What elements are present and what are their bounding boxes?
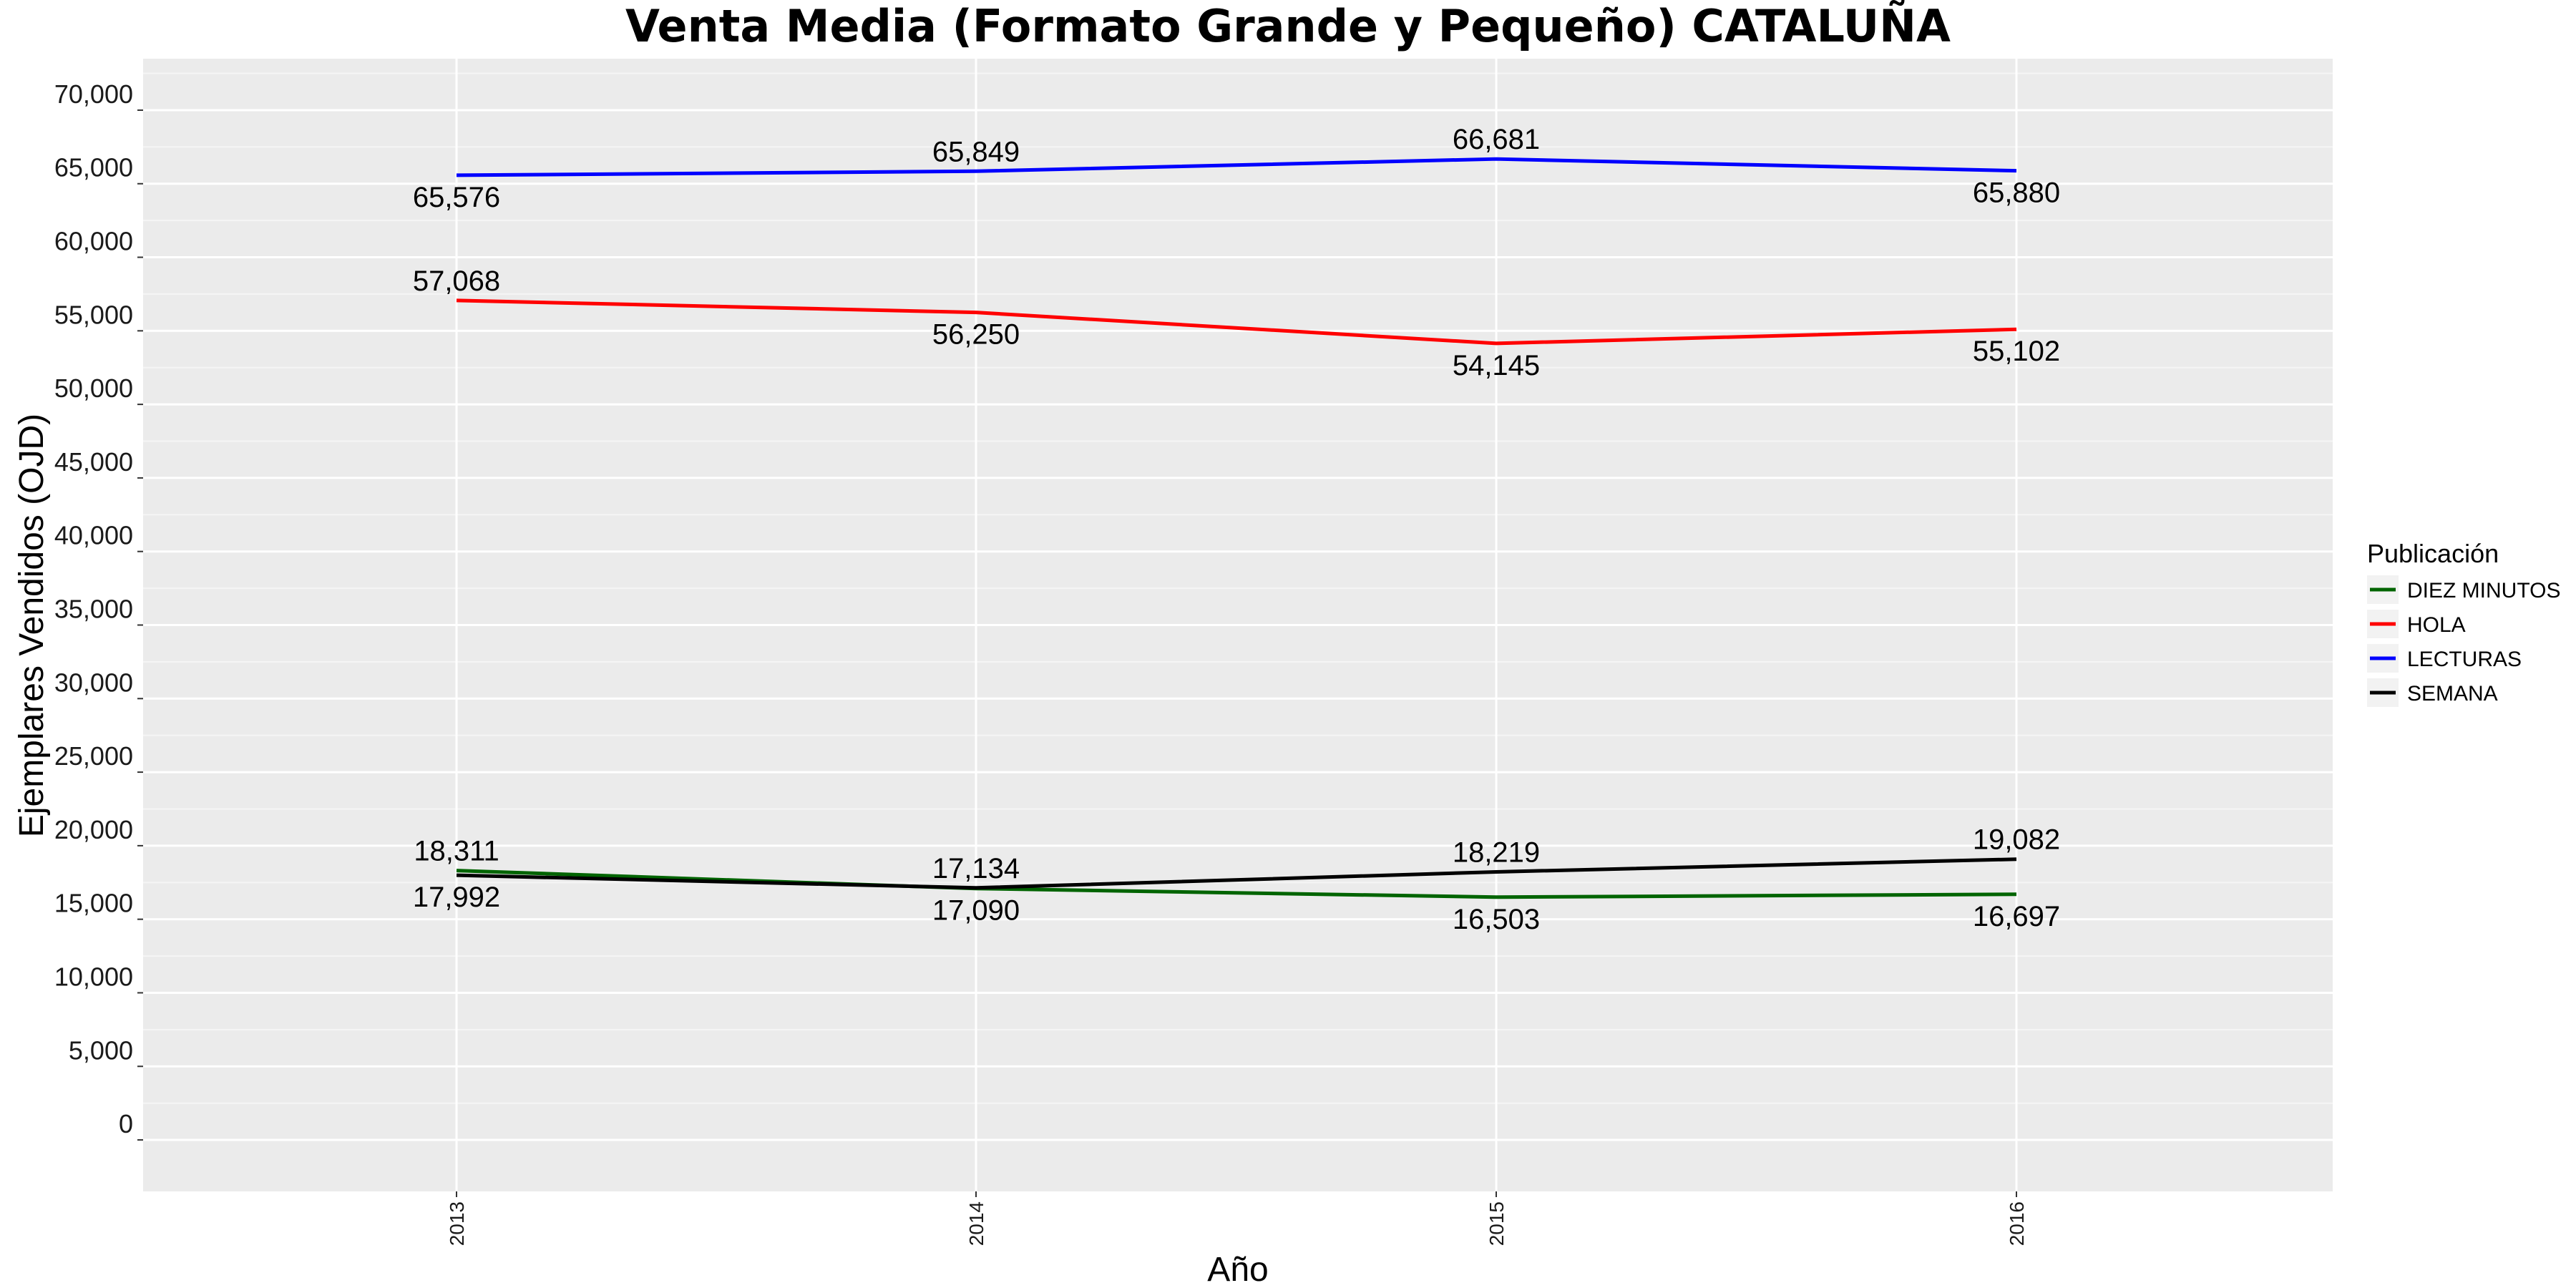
x-tick-label: 2014 (965, 1201, 987, 1246)
legend-label: SEMANA (2407, 682, 2498, 706)
x-tick-label: 2015 (1485, 1201, 1508, 1246)
data-label: 56,250 (932, 319, 1020, 351)
chart-title: Venta Media (Formato Grande y Pequeño) C… (625, 0, 1951, 52)
y-tick-label: 55,000 (54, 300, 133, 329)
data-label: 18,311 (414, 836, 499, 867)
data-label: 16,503 (1453, 904, 1540, 935)
data-label: 65,880 (1973, 177, 2060, 209)
data-label: 17,090 (932, 895, 1020, 927)
y-tick-label: 45,000 (54, 447, 133, 477)
data-label: 17,134 (932, 853, 1020, 884)
legend: Publicación DIEZ MINUTOS HOLA LECTURAS SEMA… (2367, 539, 2560, 707)
data-label: 19,082 (1973, 824, 2060, 856)
x-axis-title: Año (1207, 1251, 1268, 1288)
data-label: 57,068 (413, 265, 500, 297)
data-label: 17,992 (413, 882, 500, 913)
data-label: 54,145 (1453, 350, 1540, 381)
minor-gridlines (143, 72, 2333, 1104)
y-tick-label: 60,000 (54, 227, 133, 256)
series-line-diez-minutos (456, 869, 2017, 899)
y-tick-label: 0 (119, 1109, 133, 1138)
y-tick-label: 65,000 (54, 153, 133, 182)
y-tick-label: 50,000 (54, 374, 133, 403)
series-line-lecturas (456, 157, 2017, 177)
x-tick-label: 2013 (446, 1201, 468, 1246)
data-label: 65,849 (932, 136, 1020, 167)
x-axis: 2013 2014 2015 2016 (446, 1191, 2028, 1246)
y-tick-label: 35,000 (54, 595, 133, 624)
y-axis-title: Ejemplares Vendidos (OJD) (13, 414, 51, 837)
series-line-semana (456, 857, 2017, 890)
series-line-hola (456, 298, 2017, 346)
data-label: 16,697 (1973, 901, 2060, 932)
y-tick-label: 5,000 (69, 1035, 133, 1065)
y-axis: 0 5,000 10,000 15,000 20,000 25,000 30,000 35,0… (54, 79, 143, 1141)
legend-label: HOLA (2407, 613, 2466, 637)
y-tick-label: 30,000 (54, 668, 133, 697)
major-gridlines (143, 59, 2333, 1191)
data-labels: 18,311 17,090 16,503 16,697 57,068 56,250 54,1… (413, 124, 2060, 935)
data-label: 65,576 (413, 182, 500, 213)
x-tick-label: 2016 (2006, 1201, 2028, 1246)
y-tick-label: 40,000 (54, 521, 133, 550)
y-tick-label: 70,000 (54, 79, 133, 109)
data-label: 66,681 (1453, 124, 1540, 155)
y-tick-label: 25,000 (54, 741, 133, 771)
legend-label: DIEZ MINUTOS (2407, 579, 2560, 602)
series-lines (456, 157, 2017, 899)
data-label: 18,219 (1453, 836, 1540, 868)
y-tick-label: 20,000 (54, 815, 133, 844)
data-label: 55,102 (1973, 336, 2060, 367)
legend-label: LECTURAS (2407, 648, 2522, 671)
y-tick-label: 15,000 (54, 889, 133, 918)
legend-title: Publicación (2367, 539, 2499, 568)
y-tick-label: 10,000 (54, 962, 133, 991)
